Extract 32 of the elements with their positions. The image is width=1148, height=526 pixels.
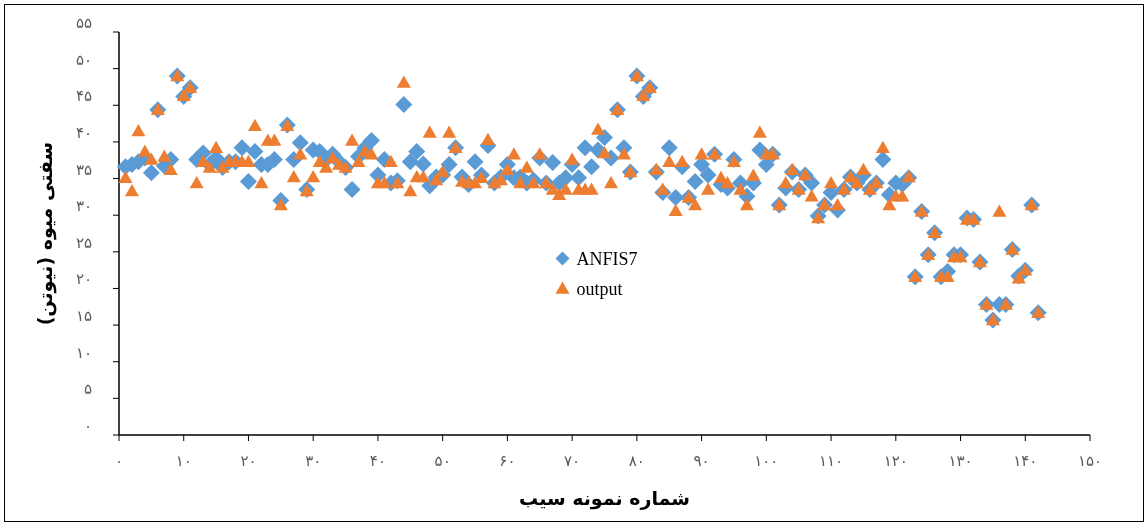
legend-label: output — [576, 278, 623, 299]
x-tick-label: ۲۰ — [240, 452, 257, 470]
legend-label: ANFIS7 — [576, 248, 638, 269]
y-tick-label: ۲۰ — [75, 270, 92, 289]
x-tick-label: ۱۰۰ — [754, 452, 779, 470]
x-tick-label: ۴۰ — [369, 452, 386, 470]
x-tick-label: ۰ — [114, 452, 124, 470]
x-tick-label: ۹۰ — [693, 452, 710, 470]
y-tick-label: ۳۰ — [75, 197, 92, 216]
x-tick-label: ۱۳۰ — [948, 452, 973, 470]
y-tick-label: ۰ — [83, 417, 92, 435]
y-tick-label: ۴۵ — [75, 87, 92, 106]
y-tick-label: ۵ — [83, 380, 92, 399]
y-axis-title: سفتی میوه (نیوتن) — [34, 141, 57, 326]
x-tick-label: ۱۴۰ — [1013, 452, 1038, 470]
y-tick-label: ۳۵ — [75, 160, 92, 179]
x-tick-label: ۸۰ — [628, 452, 645, 470]
x-tick-label: ۱۵۰ — [1077, 452, 1103, 470]
y-tick-label: ۵۵ — [75, 14, 92, 32]
x-tick-label: ۵۰ — [434, 452, 451, 470]
x-tick-label: ۱۰ — [175, 452, 192, 470]
y-tick-label: ۱۰ — [75, 343, 92, 362]
x-tick-label: ۳۰ — [305, 452, 322, 470]
y-tick-label: ۲۵ — [75, 233, 92, 252]
x-tick-label: ۷۰ — [564, 452, 581, 470]
y-tick-label: ۴۰ — [75, 123, 92, 142]
x-tick-label: ۱۲۰ — [883, 452, 908, 470]
x-axis-title: شماره نمونه سیب — [519, 487, 690, 510]
x-tick-label: ۶۰ — [499, 452, 516, 470]
x-tick-label: ۱۱۰ — [818, 452, 844, 470]
y-tick-label: ۵۰ — [75, 50, 92, 69]
y-tick-label: ۱۵ — [75, 307, 92, 326]
